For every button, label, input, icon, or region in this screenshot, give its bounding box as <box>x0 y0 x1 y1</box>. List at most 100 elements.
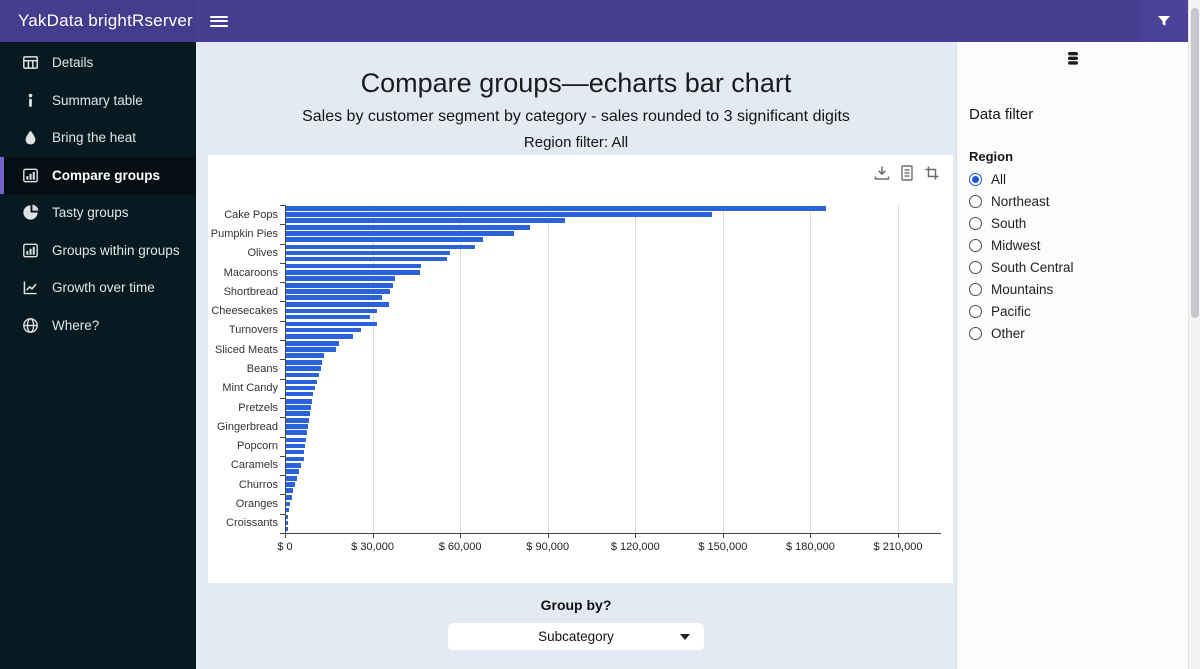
bar <box>286 302 390 308</box>
bar-chart-icon <box>22 242 39 259</box>
bar <box>286 391 313 397</box>
x-axis-tick <box>722 533 724 538</box>
sidebar-item-bring-the-heat[interactable]: Bring the heat <box>0 119 196 157</box>
sidebar-item-tasty-groups[interactable]: Tasty groups <box>0 194 196 232</box>
sidebar-nav: Details Summary table Bring the heat Compar… <box>0 44 196 344</box>
y-axis-tick <box>280 475 285 477</box>
window-scrollbar[interactable] <box>1188 0 1200 669</box>
bar <box>286 495 293 500</box>
filter-button[interactable] <box>1140 0 1188 42</box>
bar <box>286 366 321 372</box>
x-tick-label: $ 210,000 <box>873 541 923 553</box>
x-tick-label: $ 120,000 <box>610 541 660 553</box>
category-label: Turnovers <box>228 324 278 337</box>
bar <box>286 424 309 429</box>
data-zoom-icon[interactable] <box>923 164 941 182</box>
region-radio-group: All Northeast South Midwest South Central Mou… <box>969 172 1188 341</box>
menu-button[interactable] <box>196 0 242 42</box>
page-title: Compare groups—echarts bar chart <box>360 68 792 98</box>
sidebar-item-summary-table[interactable]: Summary table <box>0 82 196 120</box>
sidebar-item-label: Where? <box>52 317 100 333</box>
bar <box>286 333 354 339</box>
region-option-south[interactable]: South <box>969 216 1188 231</box>
radio-button-icon[interactable] <box>969 195 982 208</box>
category-label: Pumpkin Pies <box>210 227 278 240</box>
bar <box>286 283 394 288</box>
x-axis-tick <box>372 533 374 538</box>
bar <box>286 398 312 404</box>
region-option-midwest[interactable]: Midwest <box>969 238 1188 253</box>
region-option-label: South <box>991 216 1027 231</box>
save-as-image-icon[interactable] <box>873 164 891 182</box>
sidebar-item-growth-over-time[interactable]: Growth over time <box>0 269 196 307</box>
y-axis-tick <box>280 282 285 284</box>
radio-button-icon[interactable] <box>969 239 982 252</box>
region-option-label: Mountains <box>991 282 1054 297</box>
chart-toolbox <box>873 164 941 182</box>
bar <box>286 231 514 236</box>
bar <box>286 501 291 507</box>
database-icon[interactable] <box>1065 50 1081 68</box>
bar <box>286 341 340 346</box>
x-axis-tick <box>810 533 812 538</box>
main-content: Compare groups—echarts bar chart Sales b… <box>196 42 956 669</box>
data-view-icon[interactable] <box>898 164 916 182</box>
sidebar-item-where[interactable]: Where? <box>0 307 196 345</box>
region-option-all[interactable]: All <box>969 172 1188 187</box>
info-icon <box>22 92 39 109</box>
category-label: Popcorn <box>237 440 278 453</box>
sidebar-item-label: Tasty groups <box>52 205 129 221</box>
bar <box>286 482 296 487</box>
sidebar-item-compare-groups[interactable]: Compare groups <box>0 156 196 194</box>
menu-icon <box>210 13 228 29</box>
x-tick-label: $ 60,000 <box>438 541 482 553</box>
bar <box>286 507 289 513</box>
gridline <box>898 205 899 533</box>
filter-icon <box>1158 16 1170 26</box>
y-axis-tick <box>280 205 285 206</box>
globe-icon <box>22 317 39 334</box>
bar-chart-plot: $ 0 $ 30,000 $ 60,000 $ 90,000 $ 120,000 $ 15… <box>211 205 941 553</box>
y-axis-tick <box>280 533 285 534</box>
data-filter-heading: Data filter <box>969 106 1034 123</box>
radio-button-icon[interactable] <box>969 261 982 274</box>
radio-button-icon[interactable] <box>969 305 982 318</box>
bar <box>286 476 298 481</box>
x-tick-label: $ 0 <box>277 541 293 553</box>
bar <box>286 437 307 443</box>
y-axis-tick <box>280 397 285 399</box>
sidebar-item-groups-within-groups[interactable]: Groups within groups <box>0 232 196 270</box>
region-option-label: Northeast <box>991 194 1050 209</box>
sidebar-item-details[interactable]: Details <box>0 44 196 82</box>
radio-button-icon[interactable] <box>969 283 982 296</box>
y-axis-tick <box>280 417 285 419</box>
bar <box>286 321 377 327</box>
y-axis-tick <box>280 359 285 361</box>
radio-button-icon[interactable] <box>969 327 982 340</box>
radio-button-icon[interactable] <box>969 217 982 230</box>
bar <box>286 449 305 455</box>
y-axis-tick <box>280 494 285 496</box>
region-option-pacific[interactable]: Pacific <box>969 304 1188 319</box>
gridline <box>635 205 637 533</box>
region-option-northeast[interactable]: Northeast <box>969 194 1188 209</box>
scrollbar-thumb[interactable] <box>1191 8 1199 318</box>
bar <box>286 289 390 294</box>
bar <box>286 430 308 436</box>
region-option-other[interactable]: Other <box>969 326 1188 341</box>
group-by-dropdown[interactable]: Subcategory <box>448 623 704 650</box>
bar <box>286 526 288 532</box>
bar <box>286 520 288 526</box>
y-axis-tick <box>280 243 285 245</box>
chevron-down-icon <box>680 634 690 640</box>
chart-card: $ 0 $ 30,000 $ 60,000 $ 90,000 $ 120,000 $ 15… <box>208 155 953 583</box>
region-option-mountains[interactable]: Mountains <box>969 282 1188 297</box>
bar <box>286 469 300 474</box>
radio-button-icon[interactable] <box>969 173 982 186</box>
bar <box>286 244 476 250</box>
region-option-south-central[interactable]: South Central <box>969 260 1188 275</box>
category-label: Croissants <box>226 517 278 530</box>
y-axis-line <box>285 205 286 533</box>
bar <box>286 385 316 391</box>
bar <box>286 360 323 365</box>
